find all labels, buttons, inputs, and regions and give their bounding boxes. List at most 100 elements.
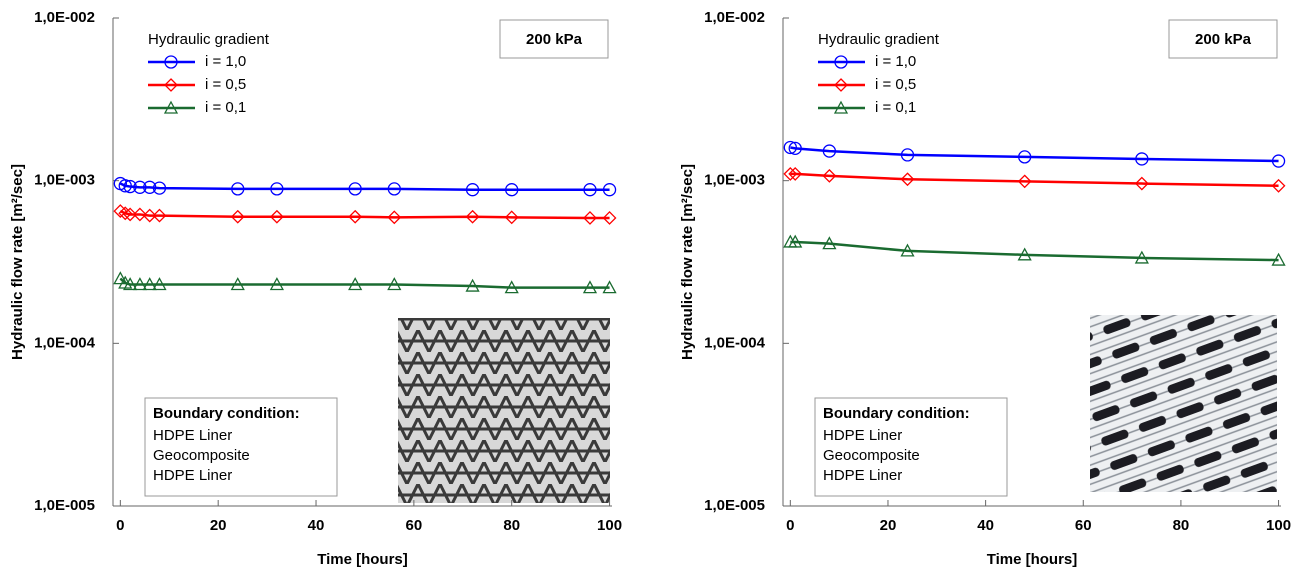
marker [387, 210, 402, 225]
marker [123, 207, 138, 222]
x-tick-label: 0 [786, 517, 794, 534]
note-box [144, 397, 338, 497]
marker [602, 183, 617, 197]
marker [118, 206, 133, 221]
legend-label: i = 1,0 [875, 53, 916, 70]
y-axis-label: Hydraulic flow rate [m²/sec] [679, 164, 696, 360]
x-tick-label: 20 [880, 517, 897, 534]
marker [504, 280, 519, 294]
marker [269, 209, 284, 224]
series-line [119, 182, 610, 191]
marker [348, 182, 362, 196]
annotation: 200 kPa [526, 31, 583, 48]
marker [504, 210, 519, 225]
marker [505, 183, 519, 197]
legend-label: i = 0,1 [205, 99, 246, 116]
marker [465, 278, 480, 292]
y-tick-label: 1,0E-004 [704, 334, 766, 351]
product-photo [398, 318, 610, 503]
marker [113, 271, 128, 285]
marker [783, 140, 797, 155]
legend-marker [834, 78, 848, 92]
note-box [814, 397, 1008, 497]
y-tick-label: 1,0E-003 [34, 172, 95, 189]
note-line: HDPE Liner [823, 427, 902, 444]
series-line [790, 172, 1279, 188]
marker [1134, 250, 1149, 264]
x-axis-label: Time [hours] [317, 551, 408, 568]
marker [900, 172, 915, 187]
marker [465, 209, 480, 224]
marker [822, 144, 837, 158]
legend-label: i = 0,5 [205, 76, 246, 93]
marker [348, 209, 363, 224]
marker [152, 277, 167, 291]
marker [230, 277, 245, 291]
marker [1271, 178, 1286, 193]
series-line [119, 277, 610, 289]
series-line [790, 146, 1279, 163]
marker [152, 208, 167, 223]
marker [387, 277, 402, 291]
marker [143, 180, 157, 194]
note-line: Geocomposite [153, 447, 250, 464]
x-tick-label: 20 [210, 517, 227, 534]
note-title: Boundary condition: [823, 405, 970, 422]
marker [123, 277, 138, 291]
marker [900, 243, 915, 257]
marker [788, 167, 803, 181]
marker [1017, 247, 1032, 261]
marker [465, 183, 480, 197]
x-tick-label: 60 [406, 517, 423, 534]
y-axis-label: Hydraulic flow rate [m²/sec] [9, 164, 26, 360]
y-tick-label: 1,0E-004 [34, 334, 96, 351]
note-title: Boundary condition: [153, 405, 300, 422]
marker [1135, 152, 1149, 166]
marker [788, 234, 803, 248]
legend-marker [833, 100, 849, 114]
legend-marker [834, 55, 848, 69]
legend-label: i = 0,5 [875, 76, 916, 93]
note-line: HDPE Liner [153, 427, 232, 444]
marker [132, 207, 147, 222]
x-tick-label: 60 [1075, 517, 1092, 534]
marker [1271, 154, 1286, 168]
legend-marker [164, 78, 178, 92]
x-axis-label: Time [hours] [987, 551, 1078, 568]
y-tick-label: 1,0E-002 [704, 9, 765, 26]
marker [132, 277, 148, 291]
series-line [119, 209, 610, 220]
legend-marker [163, 100, 179, 114]
x-tick-label: 80 [503, 517, 520, 534]
x-tick-label: 0 [116, 517, 124, 534]
x-tick-label: 80 [1173, 517, 1190, 534]
marker [1134, 176, 1149, 191]
annotation-box [1168, 19, 1278, 59]
y-tick-label: 1,0E-003 [704, 172, 765, 189]
x-tick-label: 100 [1266, 517, 1291, 534]
marker [822, 236, 837, 250]
marker [348, 277, 363, 291]
legend-label: i = 1,0 [205, 53, 246, 70]
series-line [790, 240, 1279, 262]
marker [142, 208, 157, 223]
x-tick-label: 100 [597, 517, 622, 534]
product-photo [1090, 315, 1277, 492]
marker [270, 182, 284, 196]
annotation-box [499, 19, 609, 59]
legend-title: Hydraulic gradient [148, 31, 270, 48]
marker [230, 209, 245, 224]
marker [269, 277, 284, 291]
legend-marker [164, 55, 178, 69]
marker [152, 181, 167, 195]
marker [1017, 174, 1032, 189]
marker [602, 211, 617, 225]
marker [123, 179, 137, 194]
marker [602, 280, 617, 294]
annotation: 200 kPa [1195, 31, 1252, 48]
x-tick-label: 40 [977, 517, 994, 534]
y-tick-label: 1,0E-005 [704, 497, 765, 514]
marker [783, 167, 798, 181]
marker [788, 141, 802, 156]
